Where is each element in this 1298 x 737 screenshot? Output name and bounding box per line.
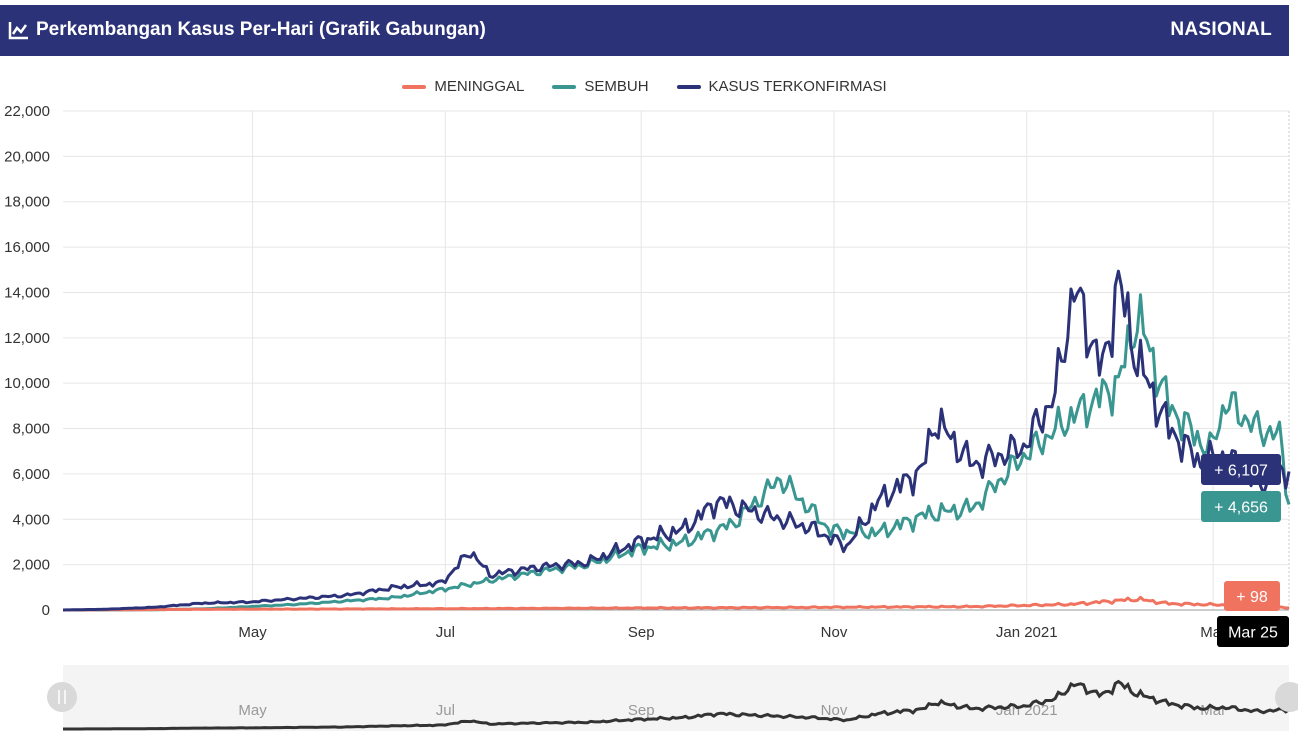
y-tick-label: 4,000	[12, 511, 50, 528]
line-meninggal	[63, 595, 1290, 612]
navigator-handle-left	[47, 682, 77, 712]
tooltip-date-text: Mar 25	[1228, 625, 1278, 642]
y-tick-label: 8,000	[12, 421, 50, 438]
y-tick-label: 14,000	[4, 284, 50, 301]
tooltip-recovered-box	[1201, 491, 1281, 522]
scope-label: NASIONAL	[1170, 19, 1272, 40]
navigator-x-label: Nov	[821, 702, 848, 719]
y-tick-label: 18,000	[4, 194, 50, 211]
navigator-x-label: Jul	[436, 702, 455, 719]
chart-header: Perkembangan Kasus Per-Hari (Grafik Gabu…	[0, 5, 1289, 56]
x-tick-label: May	[238, 624, 267, 641]
navigator-x-label: May	[238, 702, 267, 719]
legend-item-sembuh[interactable]: SEMBUH	[552, 78, 649, 95]
x-tick-label: Nov	[821, 624, 848, 641]
legend-swatch-meninggal	[402, 84, 427, 89]
legend-label-kasus-terkonfirmasi: KASUS TERKONFIRMASI	[708, 78, 887, 95]
navigator-line	[63, 679, 1290, 731]
navigator-x-label: Sep	[628, 702, 655, 719]
legend-label-sembuh: SEMBUH	[584, 78, 649, 95]
y-tick-label: 6,000	[12, 466, 50, 483]
line-chart-icon	[8, 22, 28, 40]
navigator-handle-right	[1275, 682, 1298, 712]
line-sembuh	[63, 293, 1291, 612]
chart-legend: MENINGGAL SEMBUH KASUS TERKONFIRMASI	[0, 78, 1289, 95]
line-kasus-terkonfirmasi	[62, 269, 1291, 612]
y-tick-label: 0	[42, 602, 50, 619]
y-tick-label: 12,000	[4, 330, 50, 347]
legend-item-kasus-terkonfirmasi[interactable]: KASUS TERKONFIRMASI	[676, 78, 887, 95]
y-tick-label: 10,000	[4, 375, 50, 392]
tooltip-confirmed-box	[1201, 454, 1281, 485]
tooltip-confirmed-text: + 6,107	[1214, 463, 1268, 480]
legend-swatch-kasus-terkonfirmasi	[676, 84, 701, 89]
y-tick-label: 22,000	[4, 103, 50, 120]
tooltip-date-box	[1217, 616, 1289, 647]
tooltip-recovered-text: + 4,656	[1214, 500, 1268, 517]
y-tick-label: 20,000	[4, 148, 50, 165]
legend-item-meninggal[interactable]: MENINGGAL	[402, 78, 524, 95]
chart-title-text: Perkembangan Kasus Per-Hari (Grafik Gabu…	[36, 19, 486, 40]
chart-title: Perkembangan Kasus Per-Hari (Grafik Gabu…	[8, 19, 486, 41]
y-tick-label: 16,000	[4, 239, 50, 256]
navigator-x-label: Mar	[1200, 702, 1226, 719]
tooltip-deaths-box	[1224, 581, 1280, 611]
legend-swatch-sembuh	[552, 84, 577, 89]
x-tick-label: Jan 2021	[996, 624, 1058, 641]
navigator-background	[63, 665, 1289, 731]
y-tick-label: 2,000	[12, 557, 50, 574]
navigator-x-label: Jan 2021	[996, 702, 1058, 719]
tooltip-deaths-text: + 98	[1236, 589, 1268, 606]
x-tick-label: Jul	[436, 624, 455, 641]
x-tick-label: Sep	[628, 624, 655, 641]
legend-label-meninggal: MENINGGAL	[434, 78, 525, 95]
